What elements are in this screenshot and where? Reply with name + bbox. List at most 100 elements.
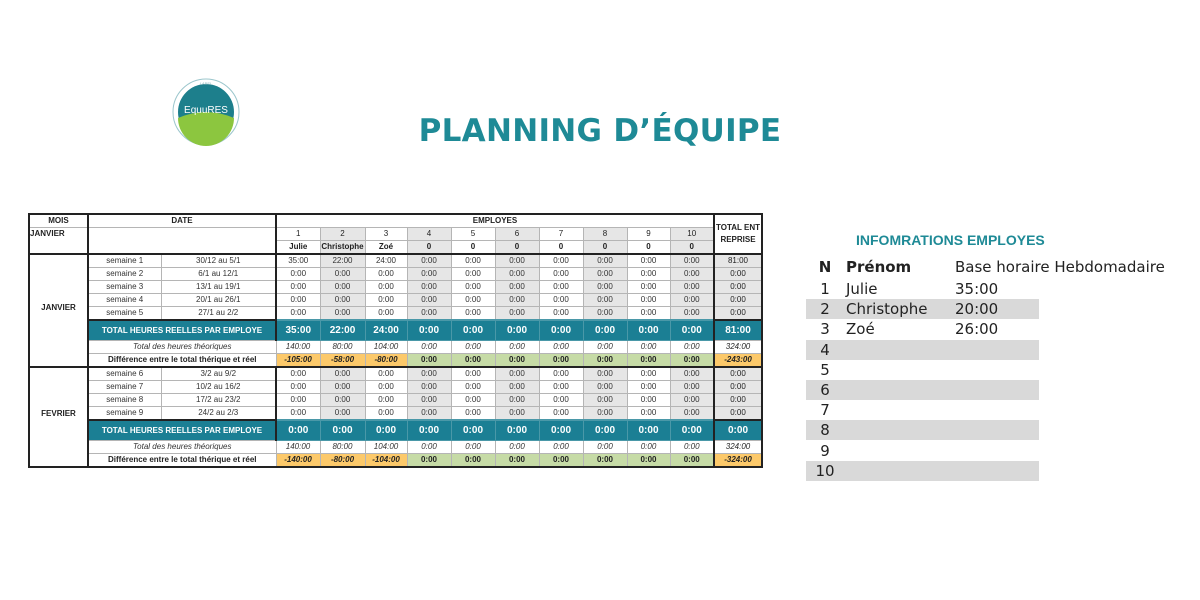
employee-firstname[interactable]: Zoé <box>846 320 875 339</box>
hours-cell[interactable]: 0:00 <box>582 280 628 294</box>
hours-cell[interactable]: 0:00 <box>669 406 715 421</box>
hours-cell[interactable]: 0:00 <box>494 280 540 294</box>
hours-cell[interactable]: 22:00 <box>319 253 366 268</box>
hours-cell[interactable]: 35:00 <box>275 253 321 268</box>
hours-cell[interactable]: 0:00 <box>494 380 540 394</box>
hours-cell[interactable]: 0:00 <box>626 393 671 407</box>
hours-cell[interactable]: 0:00 <box>275 267 321 281</box>
hours-cell[interactable]: 0:00 <box>494 253 540 268</box>
hours-cell[interactable]: 0:00 <box>450 366 496 381</box>
hours-cell[interactable]: 0:00 <box>319 280 366 294</box>
hours-cell[interactable]: 0:00 <box>494 293 540 307</box>
hours-cell[interactable]: 0:00 <box>626 380 671 394</box>
hours-cell[interactable]: 0:00 <box>582 406 628 421</box>
hours-cell[interactable]: 0:00 <box>275 306 321 321</box>
hours-cell[interactable]: 0:00 <box>669 306 715 321</box>
hours-cell[interactable]: 0:00 <box>626 366 671 381</box>
hours-cell[interactable]: 0:00 <box>406 253 452 268</box>
hours-cell[interactable]: 0:00 <box>450 306 496 321</box>
month-selector[interactable]: JANVIER <box>28 227 89 255</box>
hours-cell[interactable]: 0:00 <box>538 406 584 421</box>
hours-cell[interactable]: 0:00 <box>626 253 671 268</box>
hours-cell[interactable]: 0:00 <box>364 306 408 321</box>
hours-cell[interactable]: 0:00 <box>319 393 366 407</box>
hours-cell[interactable]: 0:00 <box>364 293 408 307</box>
hours-cell[interactable]: 0:00 <box>364 393 408 407</box>
employee-info-row: 3 Zoé 26:00 <box>806 319 1039 339</box>
hours-cell[interactable]: 0:00 <box>582 393 628 407</box>
hours-cell[interactable]: 0:00 <box>275 366 321 381</box>
hours-cell[interactable]: 0:00 <box>626 293 671 307</box>
hours-cell[interactable]: 0:00 <box>406 293 452 307</box>
hours-cell[interactable]: 0:00 <box>450 393 496 407</box>
hours-cell[interactable]: 0:00 <box>450 380 496 394</box>
hours-cell[interactable]: 0:00 <box>494 306 540 321</box>
hours-cell[interactable]: 0:00 <box>582 253 628 268</box>
hours-cell[interactable]: 0:00 <box>450 293 496 307</box>
employee-weekly-hours[interactable]: 20:00 <box>955 300 999 319</box>
hours-cell[interactable]: 0:00 <box>582 306 628 321</box>
employee-name: Zoé <box>364 240 408 255</box>
hours-cell[interactable]: 0:00 <box>364 406 408 421</box>
hours-cell[interactable]: 0:00 <box>538 293 584 307</box>
hours-cell[interactable]: 0:00 <box>582 380 628 394</box>
hours-cell[interactable]: 0:00 <box>669 366 715 381</box>
hours-cell[interactable]: 0:00 <box>450 406 496 421</box>
hours-cell[interactable]: 0:00 <box>319 406 366 421</box>
hours-cell[interactable]: 0:00 <box>494 267 540 281</box>
hours-cell[interactable]: 0:00 <box>538 393 584 407</box>
hours-cell[interactable]: 0:00 <box>538 253 584 268</box>
hours-cell[interactable]: 0:00 <box>319 306 366 321</box>
difference-value: 0:00 <box>626 353 671 368</box>
hours-cell[interactable]: 0:00 <box>538 380 584 394</box>
employee-weekly-hours[interactable]: 35:00 <box>955 280 999 298</box>
hours-cell[interactable]: 0:00 <box>319 366 366 381</box>
employee-firstname[interactable]: Julie <box>846 280 878 298</box>
hours-cell[interactable]: 0:00 <box>582 267 628 281</box>
employee-firstname[interactable]: Christophe <box>846 300 928 319</box>
hours-cell[interactable]: 0:00 <box>364 366 408 381</box>
hours-cell[interactable]: 0:00 <box>450 253 496 268</box>
hours-cell[interactable]: 0:00 <box>275 380 321 394</box>
hours-cell[interactable]: 0:00 <box>669 267 715 281</box>
hours-cell[interactable]: 0:00 <box>275 293 321 307</box>
hours-cell[interactable]: 0:00 <box>538 280 584 294</box>
hours-cell[interactable]: 0:00 <box>406 306 452 321</box>
hours-cell[interactable]: 0:00 <box>275 393 321 407</box>
hours-cell[interactable]: 0:00 <box>364 267 408 281</box>
hours-cell[interactable]: 0:00 <box>406 366 452 381</box>
hours-cell[interactable]: 0:00 <box>626 280 671 294</box>
hours-cell[interactable]: 0:00 <box>626 306 671 321</box>
hours-cell[interactable]: 0:00 <box>494 406 540 421</box>
hours-cell[interactable]: 0:00 <box>319 293 366 307</box>
hours-cell[interactable]: 24:00 <box>364 253 408 268</box>
hours-cell[interactable]: 0:00 <box>406 380 452 394</box>
hours-cell[interactable]: 0:00 <box>669 293 715 307</box>
hours-cell[interactable]: 0:00 <box>626 267 671 281</box>
hours-cell[interactable]: 0:00 <box>275 280 321 294</box>
hours-cell[interactable]: 0:00 <box>319 380 366 394</box>
hours-cell[interactable]: 0:00 <box>538 267 584 281</box>
hours-cell[interactable]: 0:00 <box>319 267 366 281</box>
hours-cell[interactable]: 0:00 <box>626 406 671 421</box>
hours-cell[interactable]: 0:00 <box>406 267 452 281</box>
hours-cell[interactable]: 0:00 <box>538 366 584 381</box>
hours-cell[interactable]: 0:00 <box>275 406 321 421</box>
hours-cell[interactable]: 0:00 <box>669 380 715 394</box>
hours-cell[interactable]: 0:00 <box>494 366 540 381</box>
hours-cell[interactable]: 0:00 <box>406 393 452 407</box>
hours-cell[interactable]: 0:00 <box>406 406 452 421</box>
hours-cell[interactable]: 0:00 <box>669 253 715 268</box>
hours-cell[interactable]: 0:00 <box>450 280 496 294</box>
hours-cell[interactable]: 0:00 <box>364 280 408 294</box>
hours-cell[interactable]: 0:00 <box>669 393 715 407</box>
hours-cell[interactable]: 0:00 <box>669 280 715 294</box>
hours-cell[interactable]: 0:00 <box>406 280 452 294</box>
employee-weekly-hours[interactable]: 26:00 <box>955 320 999 339</box>
hours-cell[interactable]: 0:00 <box>582 366 628 381</box>
hours-cell[interactable]: 0:00 <box>494 393 540 407</box>
hours-cell[interactable]: 0:00 <box>450 267 496 281</box>
hours-cell[interactable]: 0:00 <box>538 306 584 321</box>
hours-cell[interactable]: 0:00 <box>364 380 408 394</box>
hours-cell[interactable]: 0:00 <box>582 293 628 307</box>
